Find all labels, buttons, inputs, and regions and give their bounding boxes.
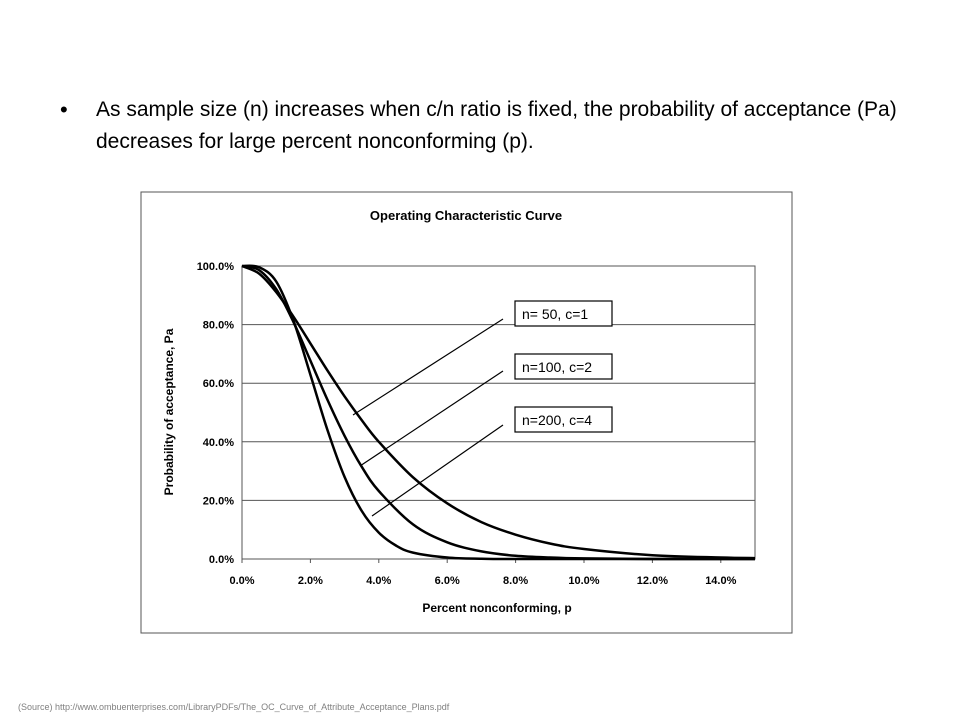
y-tick-label: 80.0% <box>203 320 234 332</box>
callout-leader-line <box>352 318 504 416</box>
callout-leader-line <box>359 370 504 467</box>
plot-area: 0.0% 20.0% 40.0% 60.0% 80.0% 100.0% 0.0% 2.0% 4.… <box>197 261 756 587</box>
x-tick-label: 14.0% <box>705 575 736 587</box>
bullet-point: • As sample size (n) increases when c/n … <box>60 94 920 158</box>
series-label: n= 50, c=1 <box>522 306 588 322</box>
x-tick-label: 6.0% <box>435 575 460 587</box>
x-tick-label: 4.0% <box>366 575 391 587</box>
bullet-text: As sample size (n) increases when c/n ra… <box>96 98 897 153</box>
callout-box <box>514 406 613 433</box>
y-tick-label: 40.0% <box>203 437 234 449</box>
y-tick-label: 60.0% <box>203 378 234 390</box>
series-label: n=100, c=2 <box>522 359 592 375</box>
callout-box <box>514 300 613 327</box>
x-tick-label: 10.0% <box>568 575 599 587</box>
y-tick-label: 0.0% <box>209 554 234 566</box>
series-label: n=200, c=4 <box>522 412 592 428</box>
x-tick-label: 2.0% <box>298 575 323 587</box>
source-note: (Source) http://www.ombuenterprises.com/… <box>18 702 450 712</box>
x-axis-label: Percent nonconforming, p <box>422 601 571 615</box>
x-tick-label: 8.0% <box>503 575 528 587</box>
x-tick-label: 0.0% <box>229 575 254 587</box>
callout-box <box>514 353 613 380</box>
y-tick-label: 100.0% <box>197 261 235 273</box>
x-tick-label: 12.0% <box>637 575 668 587</box>
callout-leader-line <box>371 424 504 517</box>
y-tick-label: 20.0% <box>203 495 234 507</box>
series-line-n200-c4 <box>241 264 755 561</box>
y-axis-label: Probability of acceptance, Pa <box>162 328 176 495</box>
chart-frame <box>140 191 793 634</box>
bullet-dot: • <box>60 97 68 122</box>
chart-title: Operating Characteristic Curve <box>370 208 562 223</box>
